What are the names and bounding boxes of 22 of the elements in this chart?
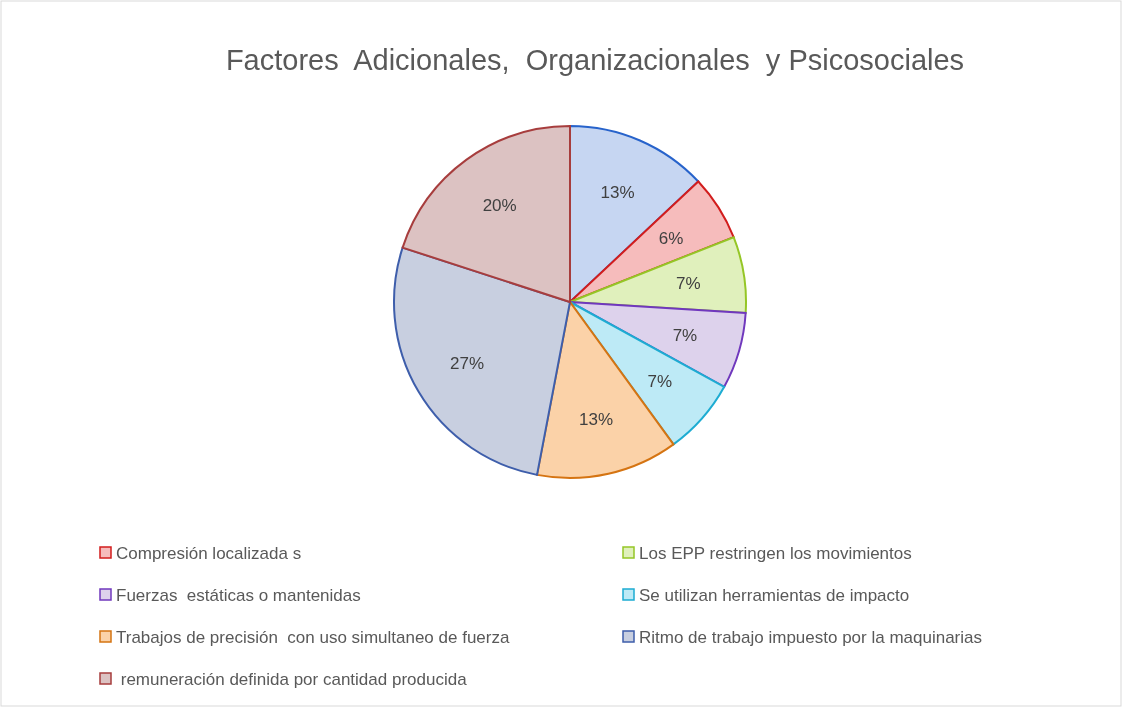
- pie-slice: [393, 246, 571, 476]
- data-label: 6%: [658, 228, 684, 248]
- legend-label: remuneración definida por cantidad producida: [116, 669, 468, 689]
- data-label: 13%: [600, 183, 635, 203]
- data-label: 20%: [482, 196, 517, 216]
- pie-slice: [569, 180, 735, 303]
- legend-label: Se utilizan herramientas de impacto: [639, 585, 910, 605]
- data-label: 7%: [672, 326, 698, 346]
- legend-label: Ritmo de trabajo impuesto por la maquinarias: [639, 627, 983, 647]
- data-label: 7%: [647, 372, 673, 392]
- pie-slice: [569, 301, 726, 446]
- pie-slice: [569, 301, 747, 388]
- data-label: 27%: [449, 353, 484, 373]
- legend-label: Los EPP restringen los movimientos: [639, 543, 912, 563]
- legend-label: Fuerzas estáticas o mantenidas: [116, 585, 361, 605]
- pie-slice: [401, 125, 571, 303]
- data-label: 7%: [675, 274, 701, 294]
- legend-label: Compresión localizada s: [116, 543, 302, 563]
- chart-title: Factores Adicionales, Organizacionales y Psicosociales: [225, 44, 965, 76]
- pie-slice: [536, 301, 675, 479]
- legend-label: Trabajos de precisión con uso simultaneo de fuerza: [116, 627, 510, 647]
- data-label: 13%: [579, 409, 614, 429]
